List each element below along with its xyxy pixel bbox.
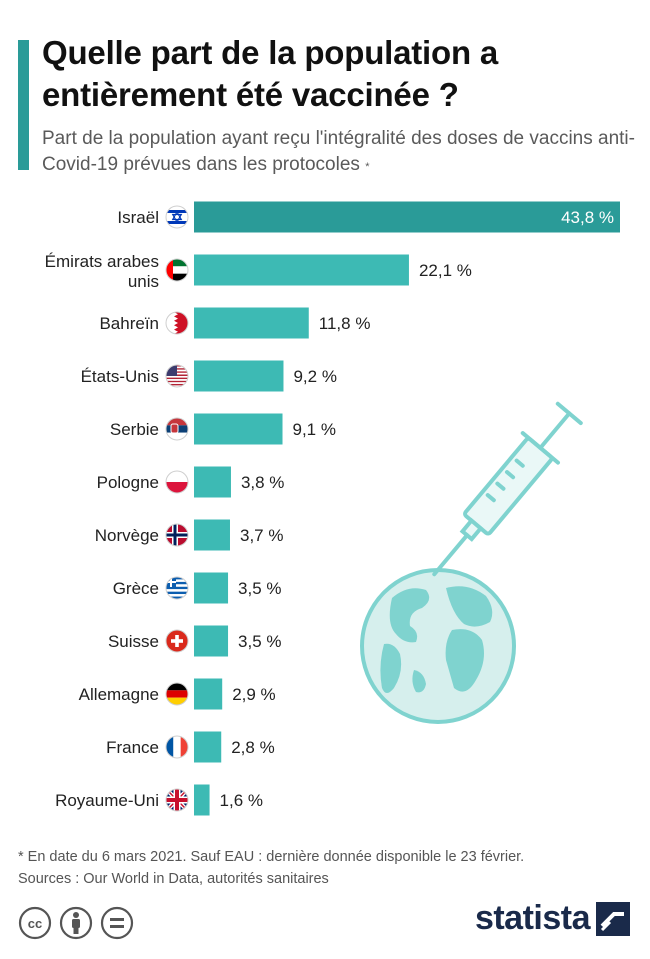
category-label-2: Bahreïn bbox=[99, 314, 159, 333]
usa-flag-icon bbox=[165, 364, 189, 388]
serbia-flag-icon bbox=[165, 417, 189, 441]
value-label-3: 9,2 % bbox=[293, 367, 336, 386]
chart-subtitle: Part de la population ayant reçu l'intég… bbox=[42, 126, 642, 178]
footnote: * En date du 6 mars 2021. Sauf EAU : der… bbox=[18, 846, 638, 890]
chart-title: Quelle part de la population a entièreme… bbox=[42, 34, 499, 113]
value-label-10: 2,8 % bbox=[231, 738, 274, 757]
by-icon[interactable] bbox=[59, 906, 93, 940]
license-icons: cc bbox=[18, 906, 134, 940]
category-label-6: Norvège bbox=[95, 526, 159, 545]
greece-flag-icon bbox=[165, 576, 189, 600]
bar-0 bbox=[194, 201, 620, 233]
bar-10 bbox=[194, 731, 222, 763]
france-flag-icon bbox=[165, 735, 189, 759]
category-label-5: Pologne bbox=[97, 473, 159, 492]
germany-flag-icon bbox=[165, 682, 189, 706]
bar-9 bbox=[194, 678, 223, 710]
category-label-8: Suisse bbox=[108, 632, 159, 651]
category-label-9: Allemagne bbox=[79, 685, 159, 704]
value-label-9: 2,9 % bbox=[232, 685, 275, 704]
bars-layer: Israël 43,8 % Émirats arabes unis 22,1 % Bahr… bbox=[45, 201, 620, 816]
poland-flag-icon bbox=[165, 470, 189, 494]
title-accent-bar bbox=[18, 40, 29, 170]
bar-chart: Israël 43,8 % Émirats arabes unis 22,1 % Bahr… bbox=[45, 201, 620, 816]
svg-text:cc: cc bbox=[28, 916, 42, 931]
value-label-4: 9,1 % bbox=[293, 420, 336, 439]
value-label-7: 3,5 % bbox=[238, 579, 281, 598]
bar-8 bbox=[194, 625, 229, 657]
statista-mark-icon bbox=[596, 901, 630, 936]
switzerland-flag-icon bbox=[165, 629, 189, 653]
bar-7 bbox=[194, 572, 229, 604]
israel-flag-icon bbox=[165, 205, 189, 229]
cc-icon[interactable]: cc bbox=[18, 906, 52, 940]
value-label-1: 22,1 % bbox=[419, 261, 472, 280]
value-label-6: 3,7 % bbox=[240, 526, 283, 545]
uae-flag-icon bbox=[165, 258, 189, 282]
category-label-10: France bbox=[106, 738, 159, 757]
bar-6 bbox=[194, 519, 230, 551]
category-label-3: États-Unis bbox=[81, 367, 159, 386]
globe-icon bbox=[360, 568, 516, 724]
bar-3 bbox=[194, 360, 284, 392]
subtitle-text: Part de la population ayant reçu l'intég… bbox=[42, 128, 635, 175]
category-label-0: Israël bbox=[117, 208, 159, 227]
value-label-0: 43,8 % bbox=[561, 208, 614, 227]
uk-flag-icon bbox=[165, 788, 189, 812]
value-label-8: 3,5 % bbox=[238, 632, 281, 651]
category-label-4: Serbie bbox=[110, 420, 159, 439]
nd-icon[interactable] bbox=[100, 906, 134, 940]
value-label-11: 1,6 % bbox=[220, 791, 263, 810]
bar-4 bbox=[194, 413, 283, 445]
footnote-sources: Sources : Our World in Data, autorités s… bbox=[18, 871, 329, 887]
norway-flag-icon bbox=[165, 523, 189, 547]
syringe-icon bbox=[432, 401, 583, 577]
footnote-note: * En date du 6 mars 2021. Sauf EAU : der… bbox=[18, 849, 525, 865]
category-label-7: Grèce bbox=[113, 579, 159, 598]
bar-1 bbox=[194, 254, 409, 286]
value-label-5: 3,8 % bbox=[241, 473, 284, 492]
bahrain-flag-icon bbox=[165, 311, 189, 335]
value-label-2: 11,8 % bbox=[319, 314, 371, 333]
category-label-11: Royaume-Uni bbox=[55, 791, 159, 810]
brand-name: statista bbox=[474, 899, 591, 937]
statista-logo[interactable]: statista bbox=[475, 899, 630, 938]
bar-5 bbox=[194, 466, 231, 498]
syringe-globe-illustration bbox=[360, 401, 583, 724]
bar-2 bbox=[194, 307, 309, 339]
bar-11 bbox=[194, 784, 210, 816]
subtitle-footnote-mark: * bbox=[365, 161, 370, 173]
category-label-1: Émirats arabes unis bbox=[45, 252, 159, 291]
